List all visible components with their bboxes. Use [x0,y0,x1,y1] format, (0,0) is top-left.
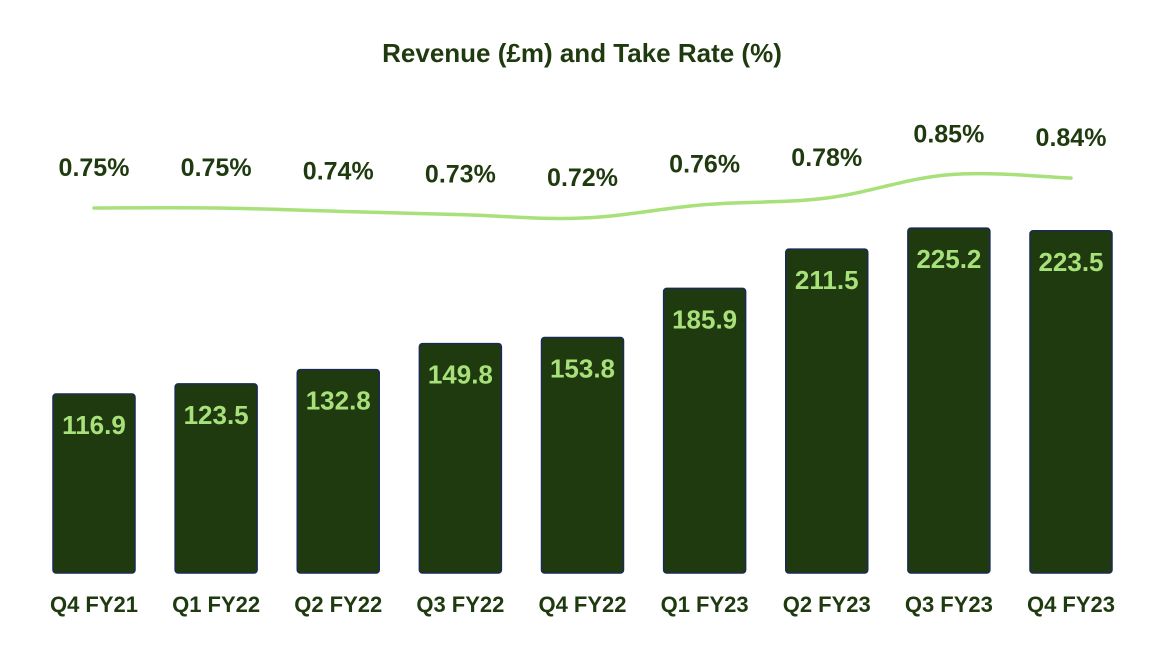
take-rate-line [92,171,1073,221]
take-rate-label: 0.73% [425,161,496,189]
take-rate-label: 0.75% [181,154,252,182]
bar-data-label: 123.5 [184,400,249,430]
bar [52,393,136,574]
category-label: Q4 FY23 [1027,592,1115,617]
category-label: Q4 FY22 [538,592,626,617]
bar [418,342,503,574]
category-label: Q1 FY22 [172,592,260,617]
take-rate-label: 0.85% [913,121,984,149]
bar [296,368,380,574]
bar-data-label: 132.8 [306,386,371,416]
category-label: Q1 FY23 [661,592,749,617]
bar [174,383,258,574]
take-rate-label: 0.75% [59,154,130,182]
bar-data-label: 153.8 [550,353,615,383]
bar [1029,230,1113,574]
bar-data-label: 225.2 [916,244,981,274]
bar-data-label: 116.9 [62,410,126,440]
category-label: Q2 FY22 [294,592,382,617]
category-label: Q2 FY23 [783,592,871,617]
bar-data-label: 149.8 [428,360,493,390]
take-rate-label: 0.78% [791,144,862,172]
bar [540,336,625,574]
category-label: Q3 FY23 [905,592,993,617]
bar-data-label: 185.9 [672,304,737,334]
bar [662,287,747,574]
chart-title: Revenue (£m) and Take Rate (%) [382,38,782,68]
take-rate-label: 0.72% [547,164,618,192]
take-rate-label: 0.76% [669,151,740,179]
category-label: Q3 FY22 [416,592,504,617]
bar-data-label: 223.5 [1038,247,1103,277]
bar [785,248,869,574]
category-label: Q4 FY21 [50,592,138,617]
bar-data-label: 211.5 [795,265,859,295]
take-rate-label: 0.74% [303,157,374,185]
bar-series [52,227,1113,574]
bar [907,227,991,574]
labels: 116.9 Q4 FY21 0.75% 123.5 Q1 FY22 0.75% 132.8 Q… [50,121,1115,617]
take-rate-label: 0.84% [1036,124,1107,152]
take-rate-series [92,171,1073,221]
